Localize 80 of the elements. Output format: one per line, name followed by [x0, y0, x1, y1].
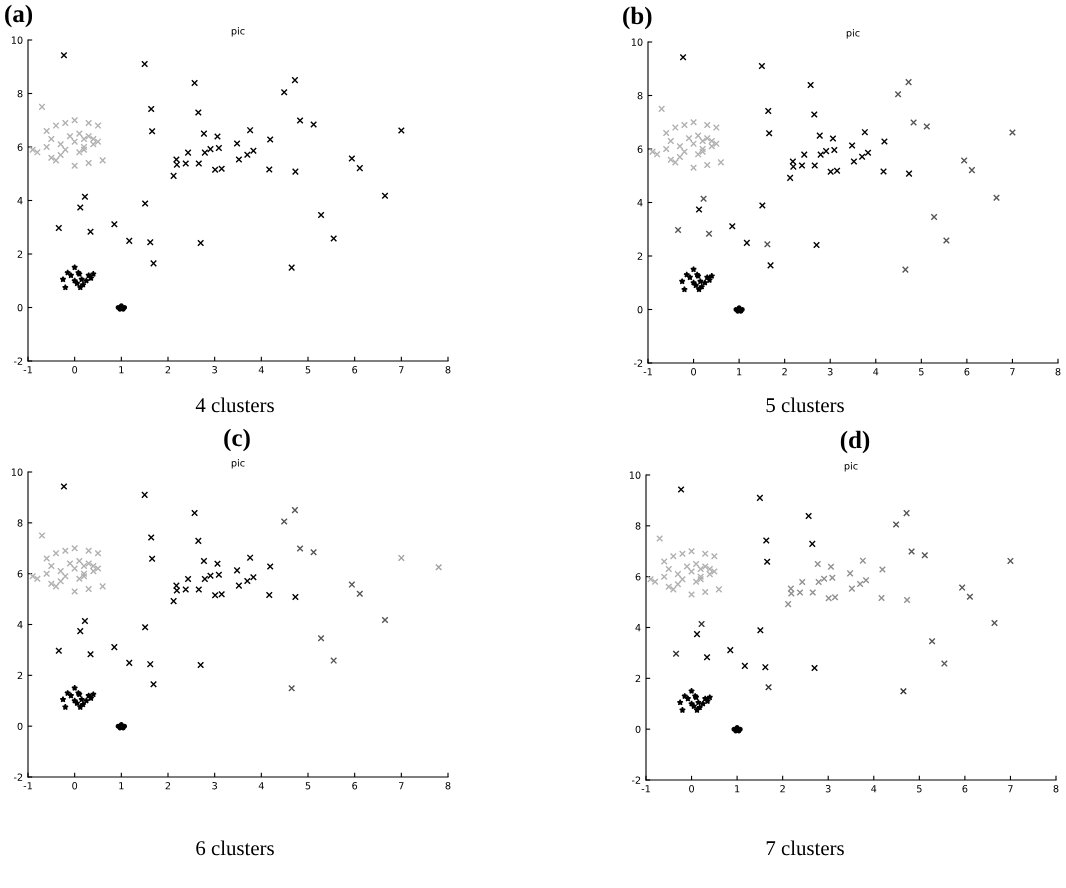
x-tick-label: 7: [1010, 368, 1015, 376]
x-tick-label: 4: [871, 785, 877, 793]
y-tick-label: 10: [631, 38, 643, 46]
y-tick-label: 4: [17, 197, 23, 205]
chart-title: pic: [846, 29, 860, 39]
y-tick-label: 6: [17, 570, 23, 578]
y-tick-label: 0: [635, 725, 641, 733]
x-tick-label: 4: [258, 366, 264, 374]
x-tick-label: -1: [643, 368, 652, 376]
x-tick-label: 4: [258, 782, 264, 790]
x-tick-label: 1: [119, 782, 124, 790]
y-tick-label: 2: [635, 674, 641, 683]
x-tick-label: 8: [445, 782, 451, 790]
text: 7 clusters: [766, 840, 844, 856]
x-tick-label: 0: [689, 785, 694, 793]
x-tick-label: 1: [119, 366, 124, 374]
y-tick-label: 8: [637, 91, 643, 100]
x-tick-label: 1: [735, 785, 740, 793]
y-tick-label: 4: [17, 621, 23, 629]
x-tick-label: 1: [737, 368, 742, 376]
x-tick-label: 0: [72, 366, 78, 374]
text: 6 clusters: [196, 840, 274, 856]
x-tick-label: 3: [212, 782, 217, 790]
x-tick-label: 3: [212, 366, 217, 374]
y-tick-label: 8: [635, 522, 641, 530]
y-tick-label: 6: [637, 145, 643, 153]
text: (c): [224, 428, 250, 452]
x-tick-label: 0: [691, 368, 696, 376]
y-tick-label: 6: [17, 143, 23, 151]
x-tick-label: 8: [445, 366, 451, 374]
y-tick-label: 6: [635, 573, 641, 581]
x-tick-label: 2: [780, 785, 785, 793]
x-tick-label: 7: [1008, 785, 1013, 793]
x-tick-label: 7: [399, 782, 404, 790]
x-tick-label: 5: [916, 785, 922, 793]
x-tick-label: 8: [1055, 368, 1061, 376]
y-tick-label: 10: [629, 471, 641, 479]
chart-title: pic: [844, 462, 858, 472]
x-tick-label: 3: [825, 785, 831, 793]
text: 4 clusters: [195, 397, 274, 413]
y-tick-label: 2: [17, 671, 23, 680]
x-tick-label: -1: [641, 785, 650, 793]
x-tick-label: 6: [962, 785, 968, 793]
x-tick-label: -1: [23, 366, 32, 374]
x-tick-label: 4: [873, 368, 879, 376]
y-tick-label: -2: [13, 773, 23, 781]
y-tick-label: 0: [637, 305, 643, 314]
x-tick-label: -1: [23, 782, 32, 790]
y-tick-label: 10: [11, 468, 23, 476]
y-tick-label: -2: [13, 357, 23, 365]
x-tick-label: 2: [165, 366, 171, 374]
text: (b): [623, 6, 652, 30]
x-tick-label: 3: [827, 368, 833, 376]
y-tick-label: 2: [637, 252, 643, 260]
x-tick-label: 5: [918, 368, 924, 376]
y-tick-label: 8: [17, 519, 23, 527]
y-tick-label: 2: [17, 250, 23, 258]
x-tick-label: 2: [165, 782, 171, 790]
x-tick-label: 5: [305, 782, 311, 790]
chart-title: pic: [231, 459, 245, 469]
x-tick-label: 6: [352, 366, 358, 374]
y-tick-label: 0: [17, 303, 23, 312]
text: (d): [840, 430, 870, 454]
text: (a): [5, 4, 33, 28]
y-tick-label: 8: [17, 89, 23, 98]
y-tick-label: 4: [637, 199, 643, 207]
y-tick-label: -2: [633, 359, 643, 367]
x-tick-label: 0: [72, 782, 78, 790]
x-tick-label: 6: [964, 368, 970, 376]
text: 5 clusters: [766, 397, 844, 413]
chart-title: pic: [231, 27, 245, 37]
y-tick-label: -2: [631, 776, 641, 784]
x-tick-label: 5: [305, 366, 311, 374]
x-tick-label: 2: [782, 368, 787, 376]
y-tick-label: 0: [17, 722, 23, 730]
y-tick-label: 10: [11, 36, 23, 44]
x-tick-label: 6: [352, 782, 358, 790]
x-tick-label: 8: [1053, 785, 1059, 793]
y-tick-label: 4: [635, 624, 641, 632]
x-tick-label: 7: [399, 366, 404, 374]
